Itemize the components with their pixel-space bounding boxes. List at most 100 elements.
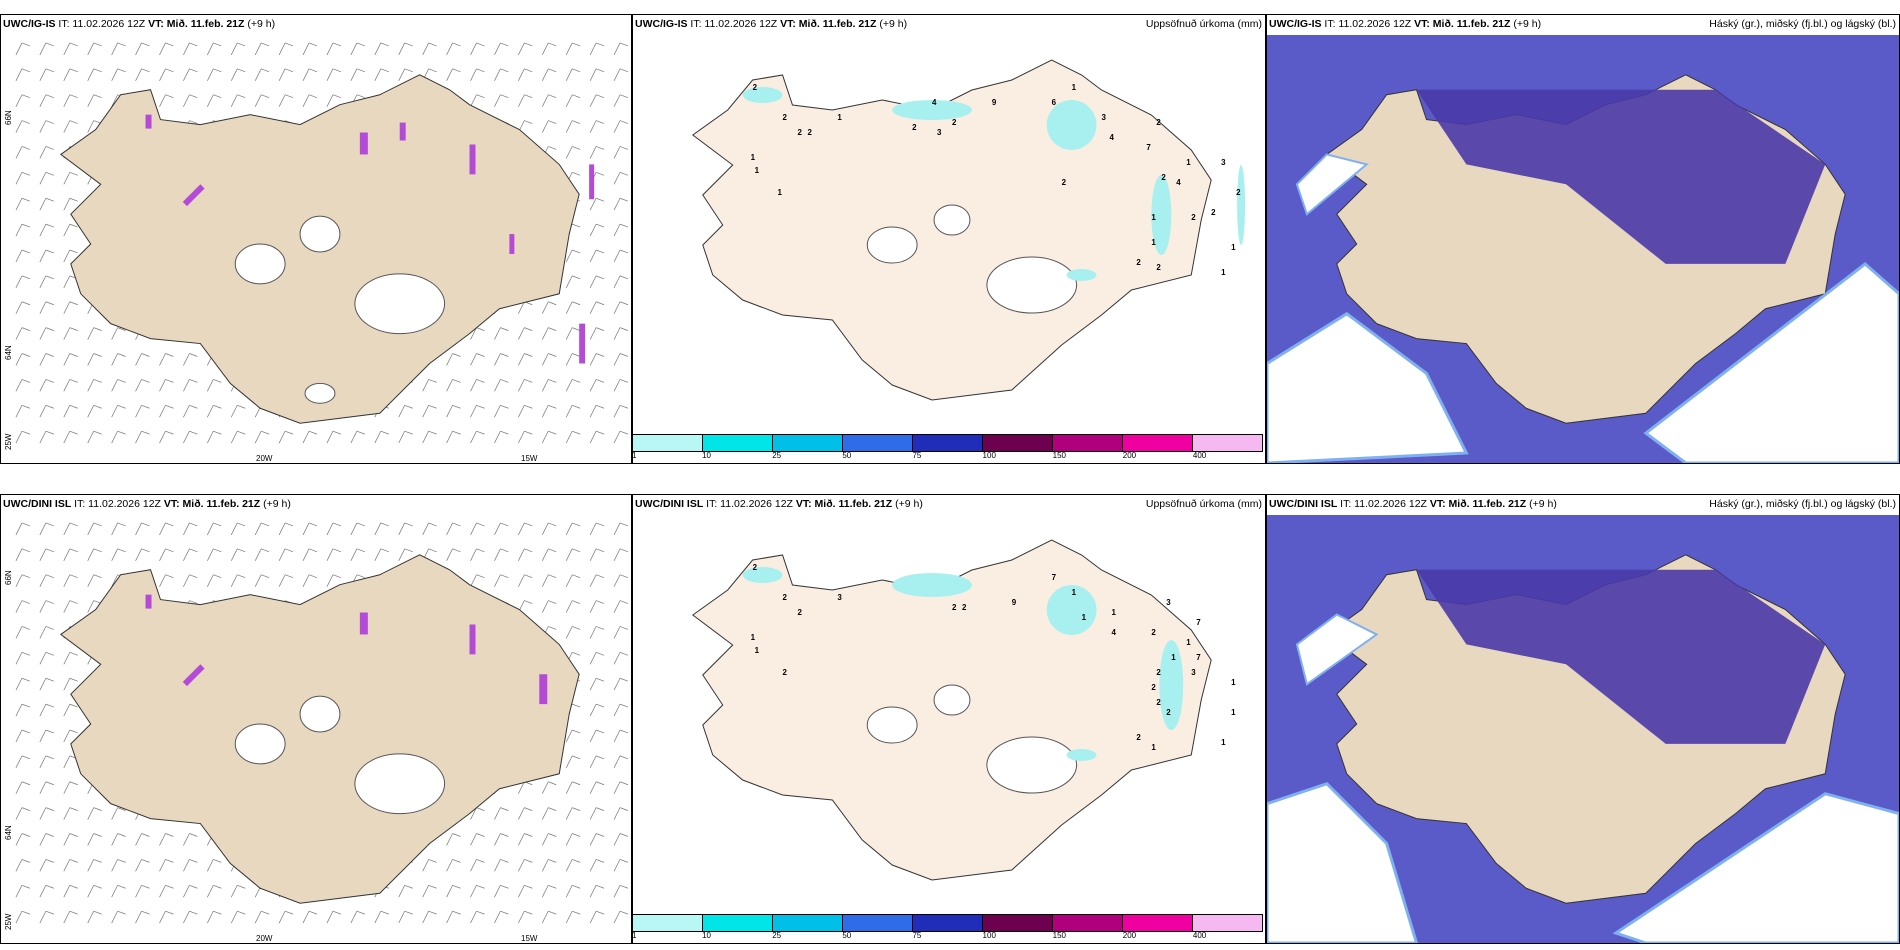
cloud-title: Háský (gr.), miðský (fj.bl.) og lágský (… [1709, 498, 1896, 510]
precip-label: 7 [1196, 653, 1201, 662]
precip-legend-1: 1 10 25 50 75 100 150 200 400 [632, 434, 1263, 460]
precip-label: 4 [1111, 628, 1116, 637]
legend-tick: 10 [702, 931, 712, 940]
precip-label: 2 [912, 123, 917, 132]
precip-panel-2: UWC/DINI ISL IT: 11.02.2026 12Z VT: Mið.… [632, 494, 1266, 944]
cloud-map [1267, 35, 1899, 463]
legend-tick: 25 [772, 451, 782, 460]
cloud-title: Háský (gr.), miðský (fj.bl.) og lágský (… [1709, 18, 1896, 30]
legend-tick: 400 [1192, 451, 1207, 460]
precip-label: 4 [1176, 178, 1181, 187]
lat-label-64n: 64N [4, 345, 13, 360]
legend-tick: 150 [1052, 451, 1067, 460]
precip-label: 1 [1151, 213, 1156, 222]
lat-label-25w: 25W [4, 913, 13, 930]
precip-label: 1 [1231, 708, 1236, 717]
precip-label: 3 [1102, 113, 1107, 122]
legend-swatch [843, 435, 913, 451]
precip-label: 7 [1146, 143, 1151, 152]
precip-label: 2 [1161, 173, 1166, 182]
wind-map [1, 35, 631, 463]
precip-label: 2 [952, 603, 957, 612]
precip-label: 4 [932, 98, 937, 107]
precip-label: 2 [807, 128, 812, 137]
precip-label: 2 [797, 128, 802, 137]
precip-panel-1: UWC/IG-IS IT: 11.02.2026 12Z VT: Mið. 11… [632, 14, 1266, 464]
precip-label: 1 [1082, 613, 1087, 622]
lat-label-66n: 66N [4, 110, 13, 125]
precip-label: 1 [1072, 83, 1077, 92]
lon-label-20w: 20W [256, 934, 273, 943]
legend-tick: 100 [982, 931, 996, 940]
precip-label: 1 [1186, 638, 1191, 647]
precip-label: 2 [952, 118, 957, 127]
panel-title: UWC/DINI ISL IT: 11.02.2026 12Z VT: Mið.… [635, 498, 923, 510]
precip-label: 2 [1156, 668, 1161, 677]
legend-bar [632, 434, 1263, 452]
legend-tick: 50 [842, 931, 852, 940]
legend-tick: 100 [982, 451, 996, 460]
precip-label: 2 [1156, 698, 1161, 707]
precip-label: 2 [753, 83, 758, 92]
precip-label: 1 [751, 633, 756, 642]
lon-label-15w: 15W [521, 934, 538, 943]
legend-tick: 200 [1122, 451, 1137, 460]
legend-swatch [1123, 915, 1193, 931]
precip-label: 3 [1221, 158, 1226, 167]
legend-swatch [1053, 915, 1123, 931]
legend-tick: 75 [912, 451, 922, 460]
precip-label: 1 [1231, 243, 1236, 252]
precip-label: 9 [992, 98, 997, 107]
precip-label: 2 [1156, 118, 1161, 127]
legend-swatch [633, 915, 703, 931]
precip-label: 4 [1109, 133, 1114, 142]
legend-swatch [913, 915, 983, 931]
lon-label-15w: 15W [521, 454, 538, 463]
cloud-panel-1: UWC/IG-IS IT: 11.02.2026 12Z VT: Mið. 11… [1266, 14, 1900, 464]
legend-swatch [1053, 435, 1123, 451]
legend-swatch [633, 435, 703, 451]
precip-label: 1 [1231, 678, 1236, 687]
precip-label: 2 [1136, 733, 1141, 742]
precip-label: 1 [755, 166, 760, 175]
panel-title: UWC/IG-IS IT: 11.02.2026 12Z VT: Mið. 11… [3, 18, 276, 30]
precip-label: 1 [755, 646, 760, 655]
legend-swatch [843, 915, 913, 931]
precip-label: 2 [1211, 208, 1216, 217]
legend-tick: 200 [1122, 931, 1137, 940]
legend-swatch [773, 915, 843, 931]
precip-label: 2 [797, 608, 802, 617]
legend-swatch [703, 915, 773, 931]
legend-swatch [913, 435, 983, 451]
precip-label: 1 [1221, 268, 1226, 277]
lat-label-25w: 25W [4, 433, 13, 450]
legend-tick: 10 [702, 451, 712, 460]
legend-swatch [1193, 435, 1262, 451]
lon-label-20w: 20W [256, 454, 273, 463]
precip-label: 1 [1072, 588, 1077, 597]
legend-ticks: 1 10 25 50 75 100 150 200 400 [632, 931, 1263, 941]
legend-tick: 1 [632, 931, 637, 940]
precip-label: 1 [778, 188, 783, 197]
precip-label: 2 [783, 593, 788, 602]
legend-tick: 1 [632, 451, 637, 460]
precip-label: 2 [1236, 188, 1241, 197]
wind-map [1, 515, 631, 943]
legend-swatch [983, 915, 1053, 931]
precip-label: 2 [1062, 178, 1067, 187]
panel-title: UWC/IG-IS IT: 11.02.2026 12Z VT: Mið. 11… [635, 18, 908, 30]
precip-label: 1 [1171, 653, 1176, 662]
panel-title: UWC/IG-IS IT: 11.02.2026 12Z VT: Mið. 11… [1269, 18, 1542, 30]
cloud-map [1267, 515, 1899, 943]
legend-tick: 25 [772, 931, 782, 940]
wind-panel-1: UWC/IG-IS IT: 11.02.2026 12Z VT: Mið. 11… [0, 14, 632, 464]
precip-label: 9 [1012, 598, 1017, 607]
precip-label: 1 [1151, 743, 1156, 752]
legend-tick: 150 [1052, 931, 1067, 940]
precip-label: 7 [1052, 573, 1057, 582]
panel-title: UWC/DINI ISL IT: 11.02.2026 12Z VT: Mið.… [3, 498, 291, 510]
precip-legend-2: 1 10 25 50 75 100 150 200 400 [632, 914, 1263, 940]
panel-title: UWC/DINI ISL IT: 11.02.2026 12Z VT: Mið.… [1269, 498, 1557, 510]
